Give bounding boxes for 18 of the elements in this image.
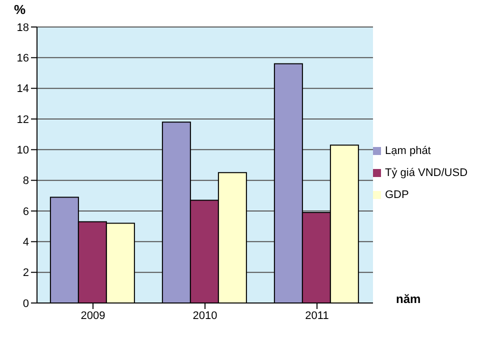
y-tick-label: 16 [16,52,29,65]
legend-label: GDP [385,188,409,200]
x-tick-label: 2011 [305,310,329,322]
y-tick-label: 10 [16,144,29,157]
y-tick-label: 12 [16,114,29,126]
y-tick-label: 0 [22,298,29,310]
legend-label: Lạm phát [385,144,431,156]
y-axis-title: % [14,2,26,17]
y-tick-label: 18 [16,22,29,34]
x-tick-label: 2009 [80,310,106,322]
x-tick-label: 2010 [192,310,218,322]
y-tick-label: 6 [22,206,29,218]
y-tick-label: 8 [22,175,29,188]
y-tick-label: 14 [16,83,29,96]
legend-label: Tỷ giá VND/USD [385,166,468,178]
y-tick-label: 4 [22,236,29,249]
y-tick-label: 2 [22,267,29,280]
x-axis-title: năm [396,292,421,306]
